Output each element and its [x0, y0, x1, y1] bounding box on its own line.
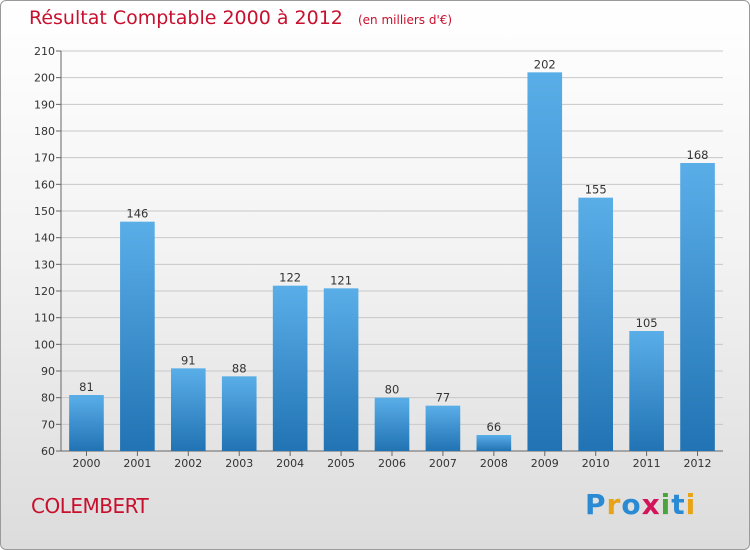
y-tick-label: 90: [41, 365, 55, 378]
commune-name: COLEMBERT: [31, 494, 149, 518]
data-label: 66: [487, 420, 502, 434]
y-tick-label: 110: [34, 312, 55, 325]
data-label: 77: [436, 391, 451, 405]
x-tick-label: 2001: [123, 457, 151, 470]
bar: [425, 405, 461, 451]
y-tick-label: 120: [34, 285, 55, 298]
bar: [170, 368, 206, 451]
x-tick-label: 2008: [480, 457, 508, 470]
data-label: 80: [385, 383, 400, 397]
y-tick-label: 170: [34, 152, 55, 165]
title-row: Résultat Comptable 2000 à 2012 (en milli…: [29, 7, 452, 29]
data-label: 155: [585, 183, 607, 197]
x-tick-label: 2003: [225, 457, 253, 470]
data-label: 91: [181, 353, 196, 367]
x-tick-label: 2000: [72, 457, 100, 470]
bar: [272, 285, 308, 451]
bars: [69, 72, 715, 451]
data-label: 121: [330, 273, 352, 287]
y-tick-label: 130: [34, 258, 55, 271]
proxiti-logo: Proxiti: [585, 488, 696, 521]
data-label: 146: [126, 207, 148, 221]
data-label: 81: [79, 380, 94, 394]
logo-letter: P: [585, 488, 607, 521]
data-label: 88: [232, 361, 247, 375]
x-tick-label: 2012: [684, 457, 712, 470]
chart-unit: (en milliers d'€): [357, 13, 453, 27]
y-tick-label: 100: [34, 338, 55, 351]
y-tick-label: 60: [41, 445, 55, 458]
y-tick-label: 190: [34, 98, 55, 111]
bar: [578, 197, 614, 451]
y-tick-label: 70: [41, 418, 55, 431]
x-tick-label: 2011: [633, 457, 661, 470]
y-tick-label: 210: [34, 45, 55, 58]
x-tick-label: 2005: [327, 457, 355, 470]
data-label: 122: [279, 271, 301, 285]
logo-letter: t: [671, 488, 686, 521]
bar: [120, 221, 155, 451]
x-tick-label: 2004: [276, 457, 304, 470]
bar: [323, 288, 359, 451]
bar: [476, 435, 512, 451]
y-tick-label: 150: [34, 205, 55, 218]
x-tick-label: 2006: [378, 457, 406, 470]
labels: 60 70 80 90 100 110 120 130 140 150 160 170 180 190 20…: [34, 45, 712, 470]
bar: [69, 395, 104, 451]
x-tick-label: 2010: [582, 457, 610, 470]
bar: [680, 163, 715, 451]
logo-letter: i: [685, 488, 697, 521]
bar: [374, 397, 410, 451]
logo-letter: o: [621, 488, 642, 521]
logo-letter: x: [641, 488, 661, 521]
x-tick-label: 2002: [174, 457, 202, 470]
bar: [221, 376, 257, 451]
logo-letter: r: [606, 488, 622, 521]
bar: [527, 72, 563, 451]
data-label: 105: [636, 316, 658, 330]
y-tick-label: 180: [34, 125, 55, 138]
x-tick-label: 2007: [429, 457, 457, 470]
logo-letter: i: [660, 488, 672, 521]
y-tick-label: 200: [34, 72, 55, 85]
y-tick-label: 160: [34, 178, 55, 191]
y-tick-label: 140: [34, 232, 55, 245]
chart-title: Résultat Comptable 2000 à 2012: [29, 7, 343, 29]
data-label: 202: [534, 57, 556, 71]
x-tick-label: 2009: [531, 457, 559, 470]
data-label: 168: [687, 148, 709, 162]
bar: [629, 331, 664, 451]
y-tick-label: 80: [41, 392, 55, 405]
